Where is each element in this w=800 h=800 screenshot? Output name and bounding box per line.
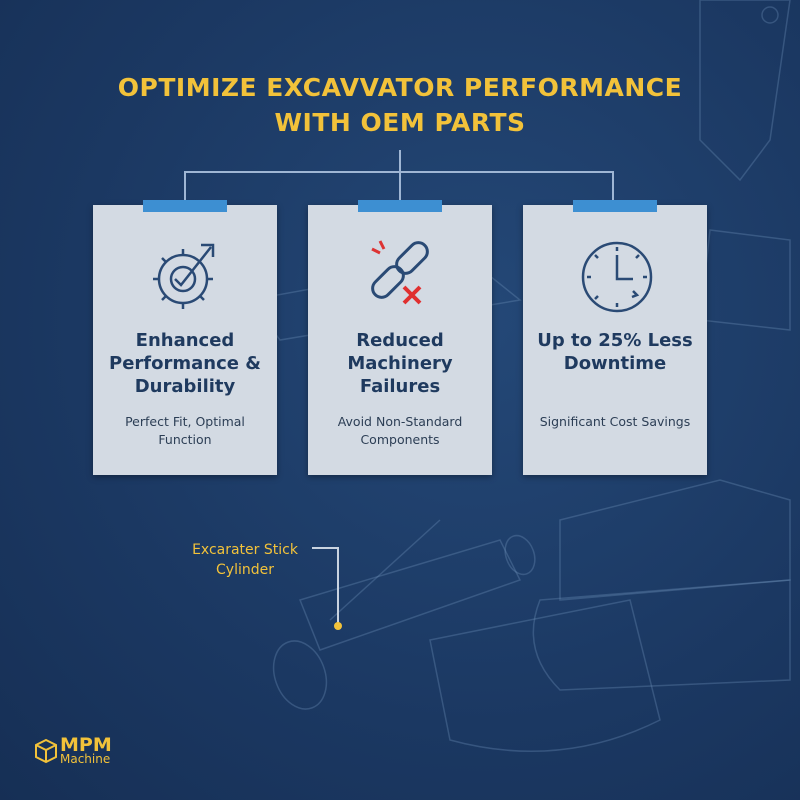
- card-subtitle: Significant Cost Savings: [539, 414, 691, 429]
- logo-tagline: Machine: [60, 752, 111, 766]
- card: Enhanced Performance & Durability Perfec…: [93, 200, 277, 475]
- title-line: OPTIMIZE EXCAVVATOR PERFORMANCE: [117, 73, 683, 102]
- card-tab: [143, 200, 227, 212]
- card: Reduced Machinery Failures Avoid Non-Sta…: [308, 200, 492, 475]
- card-title: Reduced Machinery Failures: [347, 330, 453, 397]
- logo-brand: MPM: [60, 734, 112, 756]
- card: Up to 25% Less Downtime Significant Cost…: [523, 200, 707, 475]
- title-line: WITH OEM PARTS: [274, 108, 526, 137]
- callout-dot: [334, 622, 342, 630]
- card-tab: [573, 200, 657, 212]
- clock-icon: [581, 241, 653, 313]
- card-title: Enhanced Performance & Durability: [109, 330, 261, 397]
- callout-label: Excarater Stick Cylinder: [192, 542, 298, 578]
- card-subtitle: Avoid Non-Standard Components: [337, 414, 463, 447]
- callout-line: [312, 547, 339, 624]
- card-subtitle: Perfect Fit, Optimal Function: [125, 414, 245, 447]
- broken-link-icon: [371, 240, 429, 305]
- card-title: Up to 25% Less Downtime: [537, 330, 693, 374]
- logo-icon: [35, 738, 57, 764]
- gear-icon: [153, 243, 215, 309]
- card-tab: [358, 200, 442, 212]
